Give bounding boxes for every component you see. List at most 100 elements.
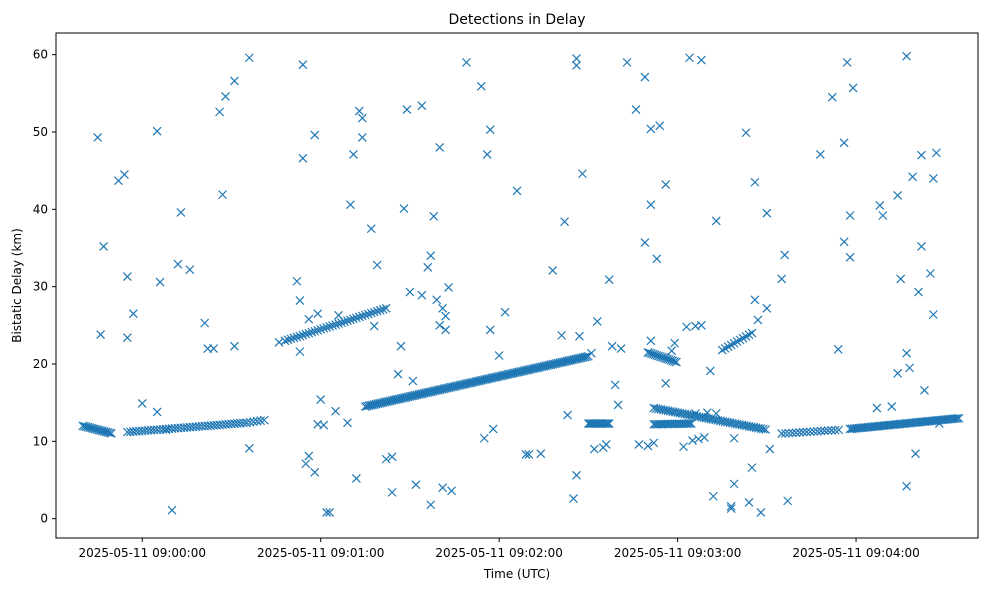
data-point-marker	[295, 331, 305, 341]
data-point-marker	[572, 61, 581, 70]
data-point-marker	[512, 186, 522, 196]
data-point-marker	[601, 419, 611, 428]
data-point-marker	[328, 321, 338, 330]
data-point-marker	[573, 354, 583, 364]
data-point-marker	[572, 470, 581, 480]
data-point-marker	[485, 373, 495, 383]
data-point-marker	[765, 444, 775, 454]
data-point-marker	[780, 428, 790, 438]
data-point-marker	[343, 418, 352, 428]
data-point-marker	[478, 375, 488, 385]
data-point-marker	[369, 321, 379, 331]
data-point-marker	[521, 365, 531, 375]
data-point-marker	[777, 429, 787, 439]
data-point-marker	[791, 428, 801, 438]
data-point-marker	[322, 322, 332, 332]
data-points	[78, 51, 964, 517]
data-point-marker	[517, 366, 527, 376]
data-point-marker	[541, 361, 550, 371]
data-point-marker	[304, 314, 314, 324]
data-point-marker	[241, 418, 251, 428]
data-point-marker	[950, 414, 960, 424]
data-point-marker	[378, 398, 388, 407]
data-point-marker	[450, 381, 459, 391]
data-point-marker	[256, 416, 266, 426]
data-point-marker	[494, 371, 504, 381]
data-point-marker	[688, 436, 697, 445]
data-point-marker	[200, 318, 210, 328]
data-point-marker	[616, 344, 626, 353]
data-point-marker	[385, 396, 395, 406]
data-point-marker	[366, 224, 376, 234]
data-point-marker	[411, 480, 421, 490]
data-point-marker	[426, 251, 436, 261]
data-point-marker	[426, 387, 436, 397]
data-point-marker	[931, 148, 941, 158]
data-point-marker	[560, 357, 570, 366]
data-point-marker	[756, 508, 766, 517]
data-point-marker	[298, 330, 308, 340]
data-point-marker	[571, 354, 581, 364]
data-point-marker	[373, 399, 383, 409]
data-point-marker	[448, 382, 458, 392]
data-point-marker	[845, 252, 855, 262]
data-point-marker	[354, 312, 364, 322]
data-point-marker	[391, 395, 401, 405]
data-point-marker	[914, 287, 923, 297]
data-point-marker	[536, 449, 546, 459]
data-point-marker	[298, 60, 308, 70]
data-point-marker	[530, 363, 540, 373]
data-point-marker	[729, 433, 739, 443]
data-point-marker	[535, 362, 545, 372]
data-point-marker	[952, 413, 962, 423]
data-point-marker	[221, 91, 230, 101]
data-point-marker	[519, 366, 529, 376]
data-point-marker	[128, 309, 138, 319]
data-point-marker	[546, 360, 556, 370]
x-tick-label: 2025-05-11 09:02:00	[435, 546, 562, 560]
data-point-marker	[451, 381, 461, 391]
data-point-marker	[301, 329, 311, 339]
data-point-marker	[274, 337, 284, 347]
y-axis-ticks: 0 10 20 30 40 50 60	[33, 48, 56, 526]
data-point-marker	[784, 428, 794, 438]
data-point-marker	[387, 396, 397, 405]
data-point-marker	[357, 113, 367, 123]
data-point-marker	[494, 351, 504, 360]
data-point-marker	[787, 428, 797, 438]
data-point-marker	[346, 315, 355, 325]
data-point-marker	[954, 413, 964, 423]
data-point-marker	[230, 341, 239, 351]
data-point-marker	[244, 53, 254, 63]
data-point-marker	[348, 314, 358, 324]
data-point-marker	[896, 274, 906, 284]
data-point-marker	[833, 344, 843, 354]
data-point-marker	[548, 359, 558, 369]
data-point-marker	[496, 371, 506, 381]
data-point-marker	[550, 359, 559, 369]
data-point-marker	[902, 51, 912, 61]
data-point-marker	[726, 504, 736, 514]
data-point-marker	[348, 149, 358, 159]
data-point-marker	[105, 428, 114, 438]
data-point-marker	[887, 402, 897, 411]
data-point-marker	[405, 287, 415, 297]
data-point-marker	[441, 384, 451, 393]
data-point-marker	[560, 217, 570, 227]
data-point-marker	[435, 143, 445, 152]
data-point-marker	[533, 363, 543, 372]
data-point-marker	[578, 353, 588, 362]
data-point-marker	[592, 317, 602, 326]
data-point-marker	[96, 330, 106, 340]
data-point-marker	[410, 390, 420, 400]
data-point-marker	[525, 365, 534, 374]
data-point-marker	[902, 481, 912, 491]
data-point-marker	[476, 81, 486, 91]
data-point-marker	[699, 433, 709, 442]
data-point-marker	[462, 379, 472, 389]
data-point-marker	[455, 380, 465, 390]
data-point-marker	[432, 295, 442, 305]
plot-frame	[55, 32, 979, 539]
data-point-marker	[646, 336, 656, 346]
